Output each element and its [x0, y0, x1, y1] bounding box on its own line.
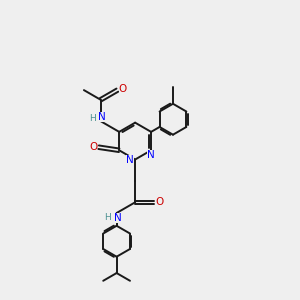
Text: O: O [89, 142, 98, 152]
Text: O: O [118, 84, 127, 94]
Text: N: N [147, 150, 155, 161]
Text: N: N [126, 154, 134, 164]
Text: N: N [114, 213, 122, 224]
Text: N: N [98, 112, 106, 122]
Text: H: H [89, 114, 96, 123]
Text: O: O [156, 197, 164, 207]
Text: H: H [104, 213, 111, 222]
